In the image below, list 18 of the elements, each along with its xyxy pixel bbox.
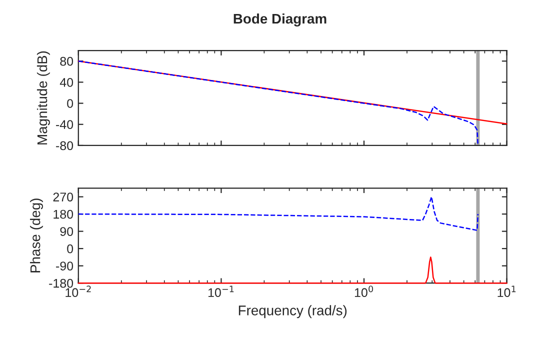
x-tick-label: 10$^{0}$ — [354, 286, 374, 298]
x-tick-label: 10$^{−1}$ — [208, 286, 234, 298]
x-axis-title: Frequency (rad/s) — [238, 305, 347, 318]
y-axis-title: Phase (deg) — [30, 198, 43, 272]
y-tick-label: 180 — [54, 210, 74, 219]
chart-title: Bode Diagram — [234, 13, 326, 26]
y-tick-label: -80 — [56, 141, 74, 150]
y-tick-label: 90 — [60, 227, 74, 236]
y-tick-label: -90 — [56, 262, 74, 270]
y-tick-label: 0 — [67, 244, 74, 254]
x-tick-label: 10$^{1}$ — [498, 286, 516, 298]
y-tick-label: 270 — [53, 192, 74, 202]
y-axis-title: Magnitude (dB) — [36, 51, 50, 144]
y-tick-label: -180 — [49, 278, 74, 288]
y-tick-label: 40 — [60, 78, 74, 87]
y-tick-label: 80 — [60, 56, 74, 66]
y-tick-label: 0 — [67, 99, 74, 108]
y-tick-label: -40 — [56, 120, 74, 130]
